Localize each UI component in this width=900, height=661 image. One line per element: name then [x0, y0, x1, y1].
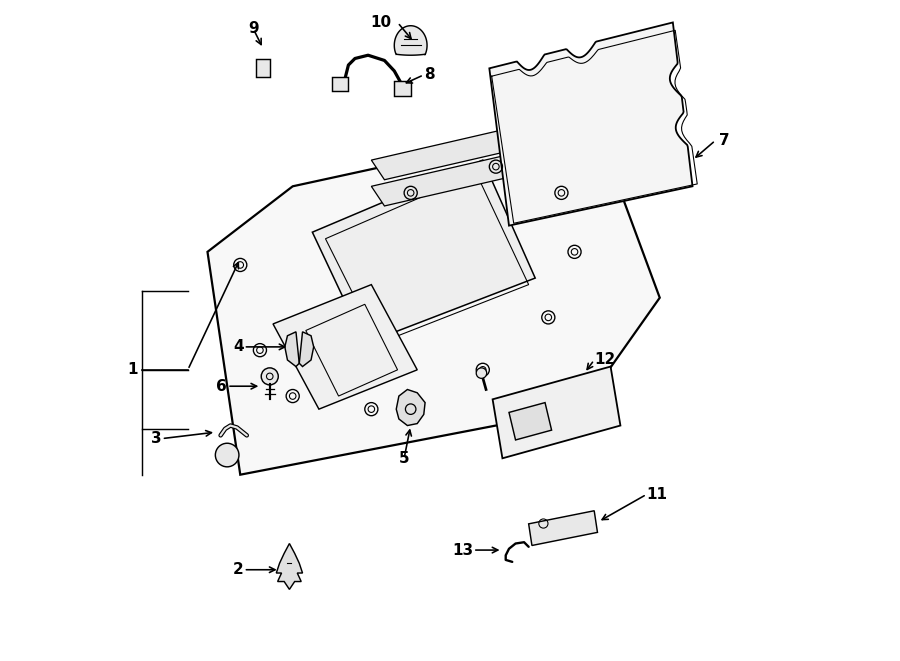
Text: 1: 1: [127, 362, 138, 377]
Polygon shape: [208, 121, 660, 475]
Bar: [332, 77, 348, 91]
Polygon shape: [396, 389, 425, 426]
Text: 8: 8: [424, 67, 435, 83]
Text: 9: 9: [248, 22, 258, 36]
Polygon shape: [372, 121, 555, 180]
Circle shape: [261, 368, 278, 385]
Polygon shape: [312, 160, 536, 344]
Circle shape: [476, 368, 487, 378]
Polygon shape: [284, 332, 299, 367]
Text: 3: 3: [151, 431, 162, 446]
Text: 2: 2: [233, 563, 244, 577]
Circle shape: [215, 444, 238, 467]
Polygon shape: [276, 543, 302, 590]
Polygon shape: [490, 22, 692, 225]
Polygon shape: [509, 403, 552, 440]
Text: 7: 7: [719, 133, 729, 148]
Text: 4: 4: [233, 339, 244, 354]
Text: 5: 5: [399, 451, 410, 466]
Polygon shape: [299, 332, 314, 367]
Bar: [394, 81, 410, 96]
Text: 10: 10: [370, 15, 391, 30]
Polygon shape: [273, 285, 418, 409]
Text: 12: 12: [594, 352, 616, 368]
Polygon shape: [528, 511, 598, 545]
Polygon shape: [492, 367, 620, 458]
Polygon shape: [394, 26, 428, 56]
Polygon shape: [372, 147, 555, 206]
Text: 11: 11: [646, 487, 668, 502]
Bar: [256, 59, 270, 77]
Text: 6: 6: [216, 379, 227, 394]
Text: 13: 13: [452, 543, 472, 558]
